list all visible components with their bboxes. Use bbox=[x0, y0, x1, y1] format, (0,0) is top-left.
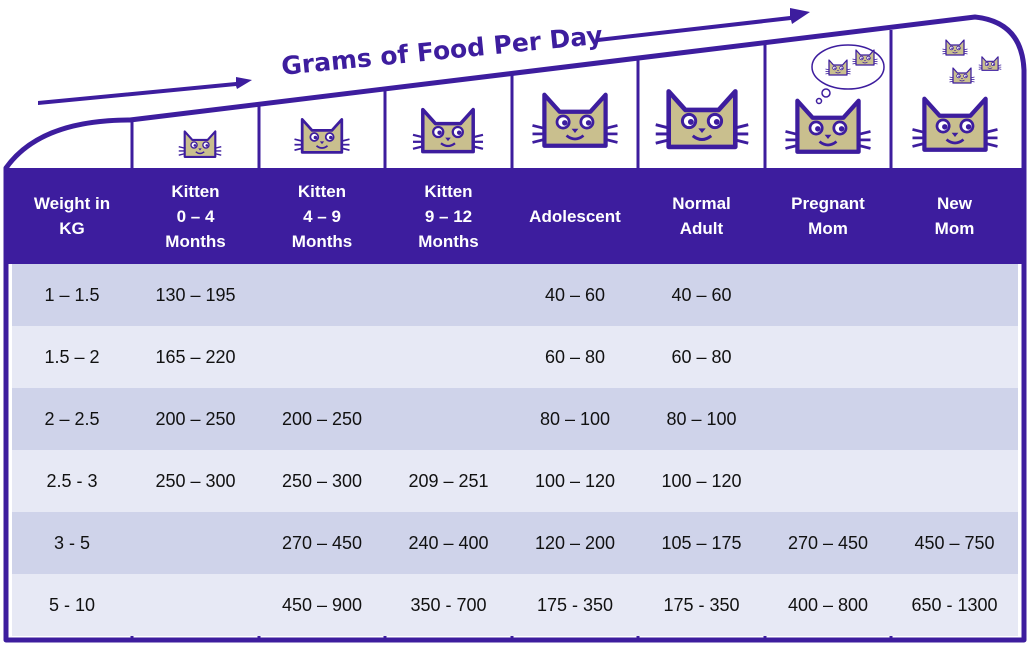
table-cell bbox=[891, 326, 1018, 388]
table-cell: 450 – 750 bbox=[914, 532, 995, 553]
table-cell: 250 – 300 bbox=[281, 470, 363, 491]
table-cell bbox=[765, 450, 891, 512]
table-cell: 80 – 100 bbox=[539, 408, 611, 429]
table-cell: 3 - 5 bbox=[53, 532, 91, 553]
table-row: 2.5 - 3 250 – 300 250 – 300 209 – 251 10… bbox=[12, 450, 1018, 512]
table-row: 1 – 1.5 130 – 195 40 – 60 40 – 60 bbox=[12, 264, 1018, 326]
table-cell bbox=[385, 326, 512, 388]
table-cell: 450 – 900 bbox=[281, 594, 363, 615]
cat-face-icon bbox=[912, 96, 998, 152]
header-row: Weight in KG Kitten 0 – 4 Months Kitten … bbox=[12, 170, 1018, 262]
table-cell: 100 – 120 bbox=[534, 470, 616, 491]
column-header-kitten-9-12: Kitten 9 – 12 Months bbox=[418, 181, 479, 251]
table-cell: 400 – 800 bbox=[787, 594, 869, 615]
table-cell bbox=[259, 326, 385, 388]
cat-face-icon bbox=[852, 49, 878, 66]
cat-face-icon bbox=[532, 92, 618, 148]
table-cell: 60 – 80 bbox=[671, 346, 732, 367]
cat-face-icon bbox=[978, 56, 1002, 71]
column-header-kitten-4-9: Kitten 4 – 9 Months bbox=[291, 181, 353, 251]
column-header-new-mom: New Mom bbox=[934, 194, 975, 238]
table-cell: 5 - 10 bbox=[48, 594, 96, 615]
table-cell bbox=[385, 388, 512, 450]
table-cell: 1.5 – 2 bbox=[44, 346, 100, 367]
header-band bbox=[8, 168, 1022, 264]
table-cell: 165 – 220 bbox=[155, 346, 236, 367]
table-cell bbox=[765, 326, 891, 388]
table-cell: 80 – 100 bbox=[666, 408, 737, 429]
table-cell: 270 – 450 bbox=[787, 532, 869, 553]
cat-face-icon bbox=[655, 89, 749, 150]
table-cell bbox=[132, 574, 259, 636]
table-cell: 2 – 2.5 bbox=[44, 408, 100, 429]
table-cell bbox=[891, 264, 1018, 326]
table-cell bbox=[259, 264, 385, 326]
cat-face-icon bbox=[825, 59, 851, 76]
table-cell: 175 - 350 bbox=[663, 594, 740, 615]
column-header-kitten-0-4: Kitten 0 – 4 Months bbox=[165, 181, 226, 251]
table-cell: 200 – 250 bbox=[281, 408, 363, 429]
table-cell: 209 – 251 bbox=[408, 470, 489, 491]
column-header-pregnant-mom: Pregnant Mom bbox=[791, 194, 865, 238]
table-cell bbox=[891, 388, 1018, 450]
table-cell: 270 – 450 bbox=[281, 532, 363, 553]
cat-face-icon bbox=[294, 118, 350, 154]
table-cell: 2.5 - 3 bbox=[46, 470, 98, 491]
table-cell: 40 – 60 bbox=[671, 284, 732, 305]
cat-face-icon bbox=[949, 67, 975, 84]
cat-face-icon bbox=[178, 130, 222, 158]
table-cell bbox=[891, 450, 1018, 512]
table-cell: 120 – 200 bbox=[534, 532, 616, 553]
cat-face-icon bbox=[412, 107, 484, 154]
cat-face-icon bbox=[942, 39, 968, 56]
table-cell bbox=[765, 388, 891, 450]
table-cell: 105 – 175 bbox=[661, 532, 742, 553]
table-row: 2 – 2.5 200 – 250 200 – 250 80 – 100 80 … bbox=[12, 388, 1018, 450]
table-cell: 130 – 195 bbox=[155, 284, 236, 305]
table-cell: 240 – 400 bbox=[408, 532, 489, 553]
table-cell: 650 - 1300 bbox=[911, 594, 998, 615]
table-cell: 40 – 60 bbox=[544, 284, 606, 305]
table-cell: 350 - 700 bbox=[410, 594, 487, 615]
table-cell bbox=[132, 512, 259, 574]
table-cell: 250 – 300 bbox=[155, 470, 236, 491]
arrow-right-icon bbox=[598, 8, 810, 42]
column-header-weight: Weight in KG bbox=[33, 194, 111, 238]
table-cell: 100 – 120 bbox=[661, 470, 742, 491]
table-row: 1.5 – 2 165 – 220 60 – 80 60 – 80 bbox=[12, 326, 1018, 388]
column-header-adolescent: Adolescent bbox=[529, 206, 621, 226]
column-header-normal-adult: Normal Adult bbox=[672, 194, 731, 238]
cat-face-icon bbox=[785, 98, 871, 154]
table-border bbox=[3, 14, 1027, 643]
arrow-right-icon bbox=[38, 77, 252, 105]
table-cell: 60 – 80 bbox=[544, 346, 606, 367]
table-cell bbox=[385, 264, 512, 326]
table-cell: 1 – 1.5 bbox=[44, 284, 100, 305]
table-cell bbox=[765, 264, 891, 326]
table-row: 3 - 5 270 – 450 240 – 400 120 – 200 105 … bbox=[12, 512, 1018, 574]
table-cell: 175 - 350 bbox=[536, 594, 614, 615]
table-cell: 200 – 250 bbox=[155, 408, 236, 429]
table-row: 5 - 10 450 – 900 350 - 700 175 - 350 175… bbox=[12, 574, 1018, 636]
